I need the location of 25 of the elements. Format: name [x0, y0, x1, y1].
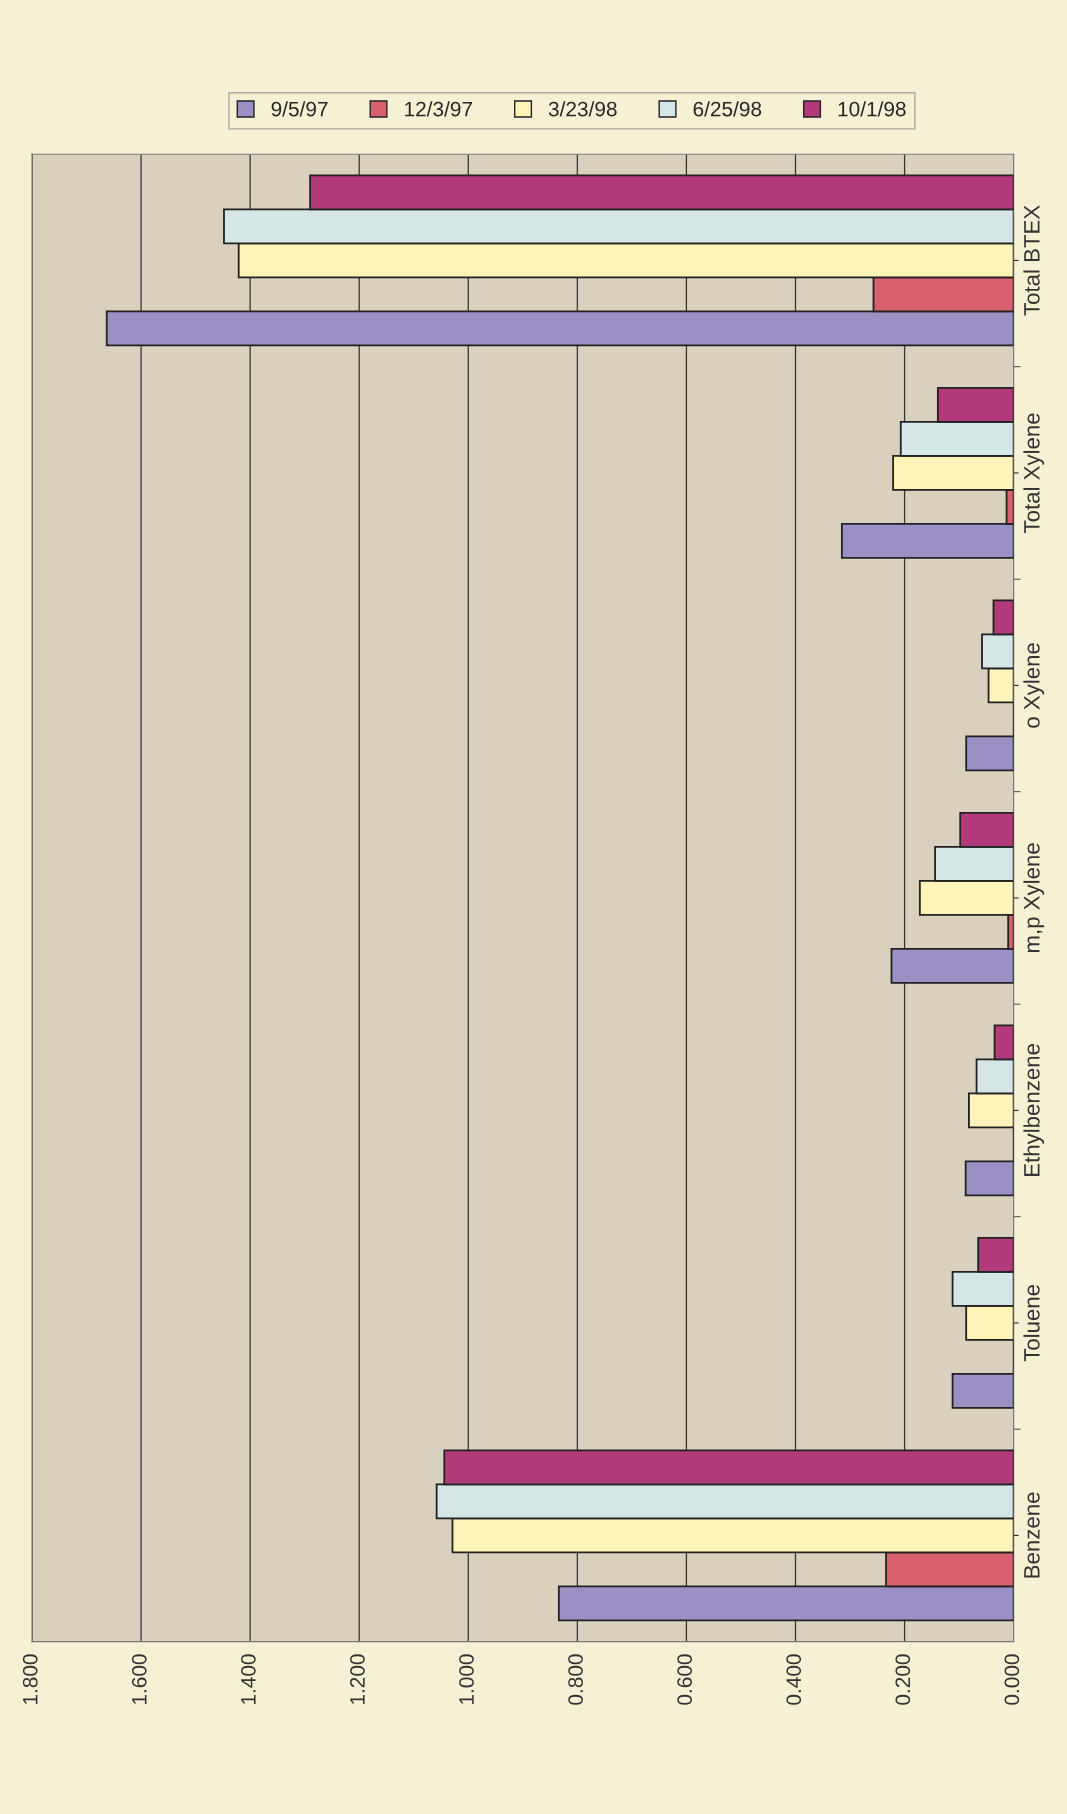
y-tick-label: Total Xylene [1023, 413, 1045, 533]
y-tick-label: o Xylene [1023, 643, 1045, 728]
legend-label: 3/23/98 [548, 101, 617, 117]
legend-label: 6/25/98 [693, 101, 762, 117]
bar [964, 1160, 1014, 1197]
x-tick-label: 1.200 [350, 1654, 365, 1705]
x-tick-label: 1.000 [459, 1654, 474, 1705]
y-tick-label: Benzene [1024, 1492, 1040, 1578]
legend-label: 12/3/97 [405, 101, 472, 117]
legend-label: 10/1/98 [838, 101, 906, 117]
bar [951, 1373, 1014, 1409]
x-tick-label: 1.800 [22, 1654, 38, 1705]
x-tick-label: 0.400 [786, 1654, 802, 1705]
legend-label: 9/5/97 [271, 101, 328, 117]
y-tick-label: m,p Xylene [1023, 843, 1045, 953]
x-tick-label: 0.000 [1004, 1654, 1020, 1705]
bar [965, 735, 1014, 772]
x-tick-label: 0.600 [677, 1654, 693, 1705]
y-tick-label: Ethylbenzene [1023, 1044, 1045, 1176]
x-tick-label: 1.400 [240, 1654, 256, 1705]
y-tick-label: Total BTEX [1023, 205, 1040, 316]
x-tick-label: 1.600 [131, 1654, 147, 1705]
x-tick-label: 0.200 [895, 1654, 911, 1705]
x-tick-label: 0.800 [568, 1654, 583, 1705]
y-tick-label: Toluene [1023, 1284, 1040, 1362]
